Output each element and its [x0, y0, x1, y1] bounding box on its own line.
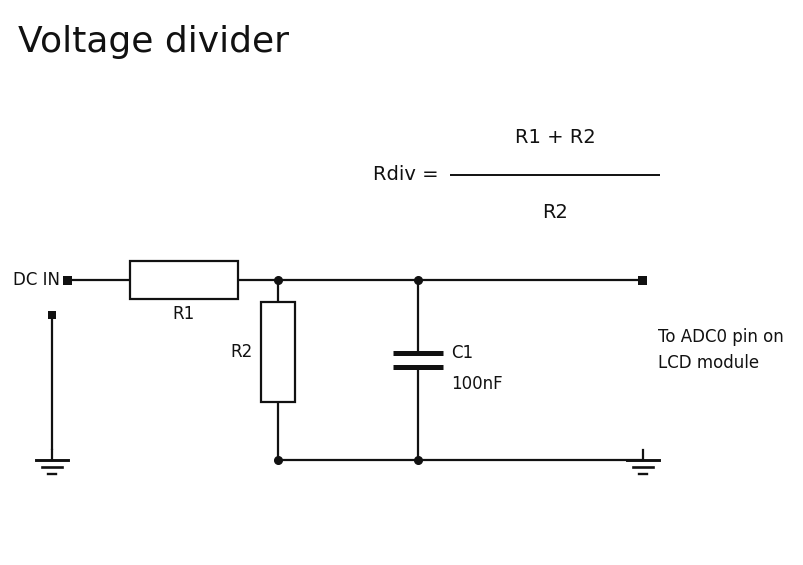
- Text: R1: R1: [173, 305, 195, 323]
- Bar: [48, 311, 56, 319]
- Text: Rdiv =: Rdiv =: [373, 166, 444, 185]
- Text: R2: R2: [230, 343, 253, 361]
- Bar: [63, 276, 72, 285]
- Text: DC IN: DC IN: [13, 271, 60, 289]
- Text: C1: C1: [450, 344, 472, 362]
- Bar: [261, 302, 295, 402]
- Text: To ADC0 pin on
LCD module: To ADC0 pin on LCD module: [657, 328, 783, 372]
- Text: Voltage divider: Voltage divider: [18, 25, 288, 59]
- Text: 100nF: 100nF: [450, 375, 502, 393]
- Bar: [130, 261, 238, 299]
- Text: R1 + R2: R1 + R2: [514, 128, 595, 147]
- Text: R2: R2: [541, 203, 567, 222]
- Bar: [638, 276, 646, 285]
